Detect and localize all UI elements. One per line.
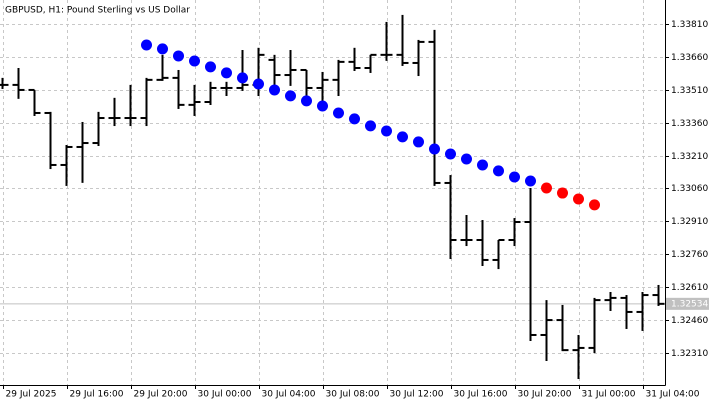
indicator-dot	[237, 72, 248, 84]
indicator-dot	[541, 182, 552, 194]
indicator-dot	[477, 159, 488, 171]
y-tick-label: 1.32310	[671, 349, 708, 359]
y-tick-label: 1.33660	[671, 53, 708, 63]
x-tick-label: 30 Jul 12:00	[390, 390, 444, 400]
indicator-dot	[349, 113, 360, 125]
grid	[0, 0, 665, 385]
last-price-label: 1.32534	[671, 299, 708, 309]
y-tick-label: 1.33210	[671, 152, 708, 162]
indicator-dot	[589, 199, 600, 211]
indicator-dot	[413, 136, 424, 148]
indicator-dot	[461, 153, 472, 165]
indicator-dot	[301, 95, 312, 107]
indicator-dot	[333, 107, 344, 119]
x-tick-label: 29 Jul 2025	[6, 390, 57, 400]
x-tick-label: 30 Jul 04:00	[262, 390, 316, 400]
y-tick-label: 1.32460	[671, 316, 708, 326]
x-tick-label: 29 Jul 16:00	[70, 390, 124, 400]
indicator-dot	[221, 67, 232, 79]
indicator-dot	[573, 193, 584, 205]
indicator-dot	[157, 43, 168, 55]
indicator-dot	[381, 125, 392, 137]
indicator-dot	[205, 61, 216, 73]
x-tick-label: 30 Jul 16:00	[454, 390, 508, 400]
indicator-dot	[285, 90, 296, 102]
x-tick-label: 30 Jul 00:00	[198, 390, 252, 400]
x-tick-label: 31 Jul 00:00	[582, 390, 636, 400]
y-tick-label: 1.32610	[671, 283, 708, 293]
indicator-dot	[493, 165, 504, 177]
indicator-dot	[173, 50, 184, 62]
y-tick-label: 1.33060	[671, 184, 708, 194]
y-tick-label: 1.32910	[671, 217, 708, 227]
y-tick-label: 1.33810	[671, 20, 708, 30]
last-price-box	[666, 297, 709, 310]
indicator-dot	[189, 55, 200, 67]
indicator-dot	[429, 143, 440, 155]
marks	[0, 14, 665, 379]
indicator-dot	[445, 148, 456, 160]
indicator-dot	[397, 131, 408, 143]
x-tick-label: 30 Jul 20:00	[518, 390, 572, 400]
x-tick-label: 30 Jul 08:00	[326, 390, 380, 400]
x-tick-label: 31 Jul 04:00	[646, 390, 700, 400]
y-tick-label: 1.32760	[671, 250, 708, 260]
indicator-dot	[525, 175, 536, 187]
indicator-dot	[141, 39, 152, 51]
indicator-dot	[253, 78, 264, 90]
y-tick-label: 1.33360	[671, 119, 708, 129]
x-tick-label: 29 Jul 20:00	[134, 390, 188, 400]
y-tick-label: 1.33510	[671, 86, 708, 96]
chart-title: GBPUSD, H1: Pound Sterling vs US Dollar	[5, 6, 190, 16]
indicator-dot	[509, 171, 520, 183]
indicator-dot	[269, 84, 280, 96]
indicator-dot	[365, 120, 376, 132]
indicator-dot	[317, 100, 328, 112]
indicator-dot	[557, 187, 568, 199]
